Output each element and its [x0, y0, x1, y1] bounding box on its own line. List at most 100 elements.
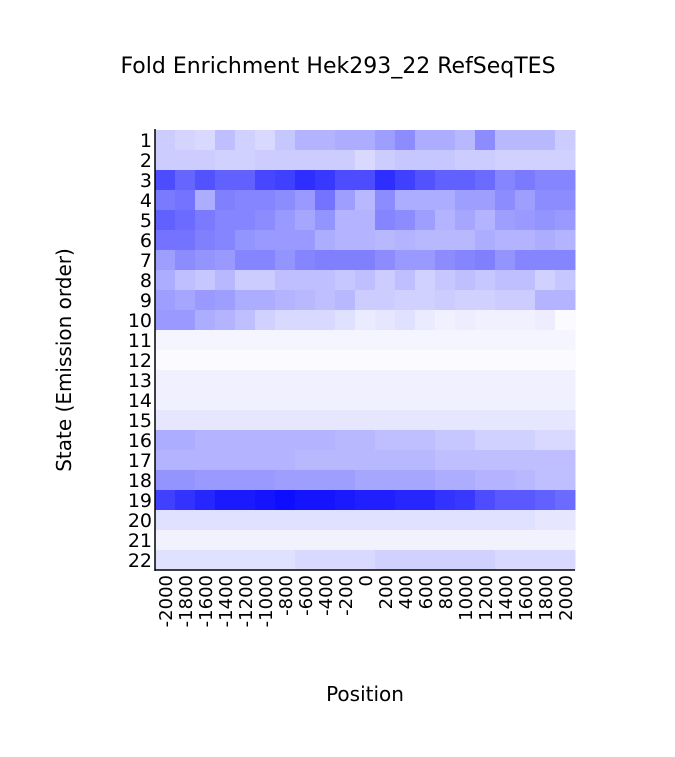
y-tick-label: 13: [128, 370, 152, 392]
heatmap-cell: [415, 190, 436, 211]
heatmap-cell: [395, 530, 416, 551]
heatmap-cell: [195, 370, 216, 391]
heatmap-cell: [535, 230, 556, 251]
heatmap-cell: [195, 490, 216, 511]
heatmap-cell: [555, 390, 576, 411]
heatmap-cell: [275, 550, 296, 571]
heatmap-cell: [355, 290, 376, 311]
y-tick-label: 8: [140, 270, 152, 292]
heatmap-cell: [235, 190, 256, 211]
heatmap-cell: [535, 390, 556, 411]
heatmap-cell: [495, 310, 516, 331]
heatmap-cell: [155, 130, 176, 151]
heatmap-cell: [315, 190, 336, 211]
heatmap-cell: [515, 450, 536, 471]
heatmap-cell: [475, 270, 496, 291]
heatmap-cell: [275, 450, 296, 471]
heatmap-cell: [435, 350, 456, 371]
heatmap-cell: [515, 210, 536, 231]
heatmap-cell: [315, 210, 336, 231]
heatmap-cell: [415, 150, 436, 171]
heatmap-cell: [255, 210, 276, 231]
heatmap-cell: [515, 550, 536, 571]
heatmap-cell: [275, 390, 296, 411]
x-tick-label: -1400: [216, 575, 237, 627]
heatmap-cell: [175, 390, 196, 411]
heatmap-cell: [255, 510, 276, 531]
heatmap-cell: [235, 430, 256, 451]
heatmap-cell: [555, 310, 576, 331]
heatmap-cell: [415, 210, 436, 231]
heatmap-cell: [415, 370, 436, 391]
heatmap-cell: [475, 250, 496, 271]
heatmap-cell: [555, 210, 576, 231]
x-tick-label: 400: [396, 575, 417, 609]
y-tick-label: 11: [128, 330, 152, 352]
heatmap-cell: [515, 330, 536, 351]
heatmap-cell: [215, 490, 236, 511]
heatmap-cell: [155, 510, 176, 531]
heatmap-cell: [455, 530, 476, 551]
heatmap-cell: [535, 170, 556, 191]
heatmap-cell: [235, 310, 256, 331]
heatmap-cell: [535, 370, 556, 391]
heatmap-cell: [555, 150, 576, 171]
heatmap-cell: [535, 190, 556, 211]
heatmap-cell: [555, 290, 576, 311]
x-tick-label: 2000: [556, 575, 577, 621]
heatmap-cell: [215, 210, 236, 231]
heatmap-cell: [315, 170, 336, 191]
heatmap-cell: [415, 250, 436, 271]
heatmap-cell: [495, 170, 516, 191]
x-tick-labels: -2000 -1800 -1600 -1400 -1200 -1000 -800 -600 -4…: [156, 575, 577, 627]
heatmap-cell: [175, 410, 196, 431]
heatmap-cell: [435, 530, 456, 551]
heatmap-cell: [335, 210, 356, 231]
y-tick-label: 10: [128, 310, 152, 332]
heatmap-cell: [515, 390, 536, 411]
y-tick-label: 16: [128, 430, 152, 452]
heatmap-cell: [195, 530, 216, 551]
heatmap-cell: [295, 170, 316, 191]
heatmap-cell: [195, 170, 216, 191]
heatmap-cell: [555, 410, 576, 431]
heatmap-cell: [435, 510, 456, 531]
heatmap-cell: [195, 190, 216, 211]
heatmap-cell: [375, 150, 396, 171]
heatmap-cell: [215, 330, 236, 351]
heatmap-cell: [495, 350, 516, 371]
y-tick-label: 20: [128, 510, 152, 532]
heatmap-cell: [515, 250, 536, 271]
heatmap-cell: [275, 490, 296, 511]
heatmap-cell: [335, 290, 356, 311]
heatmap-cell: [535, 430, 556, 451]
heatmap-cell: [435, 410, 456, 431]
heatmap-cell: [415, 430, 436, 451]
heatmap-cell: [295, 210, 316, 231]
heatmap-cell: [355, 430, 376, 451]
heatmap-cell: [435, 210, 456, 231]
heatmap-cell: [475, 190, 496, 211]
heatmap-cell: [155, 150, 176, 171]
heatmap-cell: [455, 490, 476, 511]
heatmap-cell: [555, 270, 576, 291]
heatmap-cell: [155, 470, 176, 491]
heatmap-cell: [215, 350, 236, 371]
heatmap-cell: [155, 430, 176, 451]
x-tick-label: -600: [296, 575, 317, 616]
heatmap-cell: [255, 150, 276, 171]
heatmap-cell: [315, 350, 336, 371]
heatmap-cell: [335, 130, 356, 151]
heatmap-cell: [235, 530, 256, 551]
heatmap-cell: [335, 550, 356, 571]
heatmap-cell: [215, 250, 236, 271]
y-tick-label: 12: [128, 350, 152, 372]
heatmap-cell: [455, 350, 476, 371]
heatmap-cell: [515, 170, 536, 191]
heatmap-cell: [555, 330, 576, 351]
heatmap-cell: [175, 150, 196, 171]
heatmap-cell: [415, 170, 436, 191]
heatmap-cell: [195, 350, 216, 371]
heatmap-cell: [495, 130, 516, 151]
heatmap-cell: [555, 490, 576, 511]
